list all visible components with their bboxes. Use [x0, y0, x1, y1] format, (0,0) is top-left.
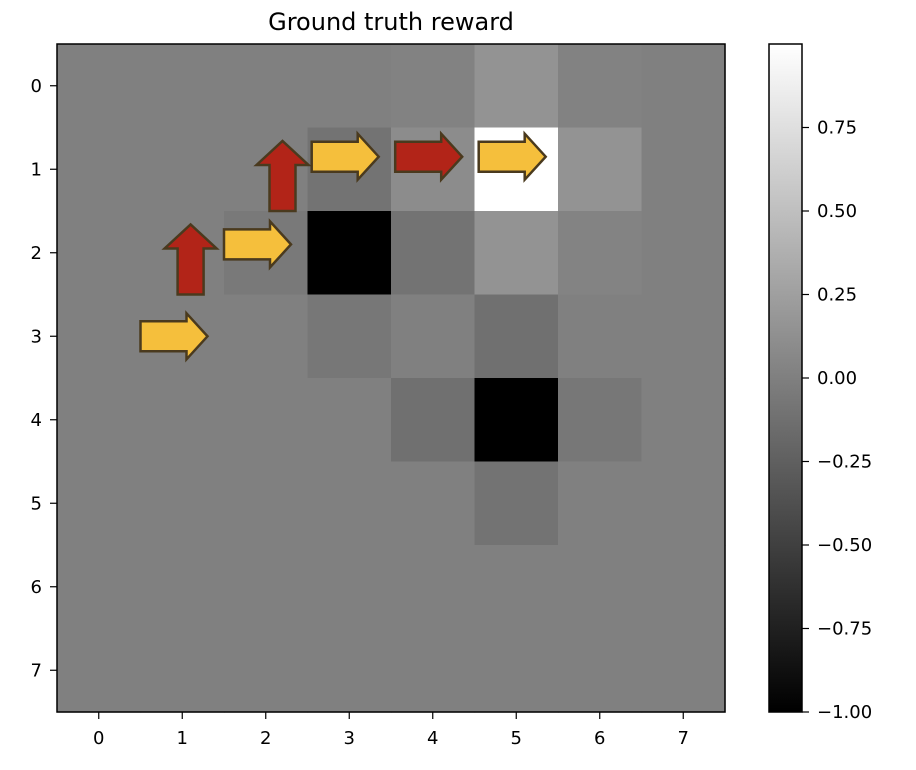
heatmap-cell [558, 378, 643, 463]
heatmap-cell [224, 378, 309, 463]
y-tick-label: 2 [31, 243, 42, 264]
heatmap-cell [57, 545, 142, 630]
policy-arrow-right [222, 218, 293, 271]
colorbar-tick-label: −0.75 [817, 619, 872, 640]
heatmap-cell [391, 294, 476, 379]
heatmap-cell [307, 628, 392, 713]
colorbar-tick-label: −0.50 [817, 535, 872, 556]
heatmap-cell [57, 294, 142, 379]
colorbar-tick-label: 0.00 [817, 368, 857, 389]
heatmap-cell [391, 211, 476, 296]
heatmap-cell [474, 628, 559, 713]
heatmap-cell [641, 378, 726, 463]
y-tick-label: 6 [31, 577, 42, 598]
heatmap-cell [558, 294, 643, 379]
heatmap-cell [224, 294, 309, 379]
policy-arrow-right [477, 130, 548, 183]
heatmap-cell [140, 628, 225, 713]
heatmap-cell [57, 378, 142, 463]
policy-arrow-right [393, 130, 464, 183]
heatmap-cell [474, 461, 559, 546]
x-tick-label: 0 [93, 728, 104, 749]
heatmap-cell [474, 378, 559, 463]
colorbar-tick-label: −0.25 [817, 452, 872, 473]
x-tick-label: 2 [260, 728, 271, 749]
y-tick-label: 7 [31, 660, 42, 681]
x-tick-label: 1 [177, 728, 188, 749]
colorbar-tick-label: −1.00 [817, 702, 872, 723]
heatmap-cell [140, 545, 225, 630]
y-tick-label: 0 [31, 76, 42, 97]
heatmap-cell [140, 378, 225, 463]
heatmap-cell [224, 628, 309, 713]
heatmap-cell [307, 378, 392, 463]
plot-frame [56, 43, 726, 713]
heatmap-cell [224, 44, 309, 129]
colorbar-tick-label: 0.75 [817, 118, 857, 139]
colorbar [768, 43, 803, 713]
policy-arrow-up [161, 222, 220, 296]
y-tick-label: 5 [31, 493, 42, 514]
heatmap-cell [57, 127, 142, 212]
x-tick-label: 5 [511, 728, 522, 749]
heatmap-cell [641, 127, 726, 212]
colorbar-tick-label: 0.50 [817, 201, 857, 222]
x-tick-label: 3 [344, 728, 355, 749]
heatmap-cell [140, 461, 225, 546]
heatmap-cell [224, 461, 309, 546]
heatmap-cell [391, 545, 476, 630]
heatmap-cell [558, 545, 643, 630]
heatmap-cell [307, 294, 392, 379]
heatmap-cell [558, 44, 643, 129]
x-tick-label: 4 [427, 728, 438, 749]
heatmap-cell [391, 461, 476, 546]
heatmap-cell [391, 628, 476, 713]
heatmap-cell [307, 44, 392, 129]
y-tick-label: 4 [31, 410, 42, 431]
heatmap-cell [641, 44, 726, 129]
heatmap-cell [558, 628, 643, 713]
heatmap-cell [474, 545, 559, 630]
heatmap-cell [558, 211, 643, 296]
policy-arrow-up [253, 139, 312, 213]
heatmap-cell [307, 461, 392, 546]
heatmap-cell [641, 545, 726, 630]
policy-arrow-right [139, 310, 210, 363]
heatmap-cell [641, 461, 726, 546]
x-tick-label: 6 [594, 728, 605, 749]
heatmap-cell [224, 545, 309, 630]
heatmap-cell [57, 211, 142, 296]
heatmap-cell [140, 127, 225, 212]
heatmap-cell [558, 461, 643, 546]
y-tick-label: 3 [31, 326, 42, 347]
heatmap-cell [558, 127, 643, 212]
heatmap-cell [140, 44, 225, 129]
heatmap-cell [391, 378, 476, 463]
heatmap-cell [391, 44, 476, 129]
heatmap-cell [57, 628, 142, 713]
heatmap-cell [641, 294, 726, 379]
heatmap-cell [641, 211, 726, 296]
policy-arrow-right [310, 130, 381, 183]
chart-title: Ground truth reward [268, 8, 514, 36]
heatmap-cell [474, 211, 559, 296]
heatmap-cell [307, 545, 392, 630]
heatmap-cell [307, 211, 392, 296]
heatmap-cell [474, 44, 559, 129]
y-tick-label: 1 [31, 159, 42, 180]
heatmap-cell [474, 294, 559, 379]
heatmap-cell [641, 628, 726, 713]
colorbar-tick-label: 0.25 [817, 285, 857, 306]
heatmap-cell [57, 44, 142, 129]
heatmap-cell [57, 461, 142, 546]
x-tick-label: 7 [678, 728, 689, 749]
